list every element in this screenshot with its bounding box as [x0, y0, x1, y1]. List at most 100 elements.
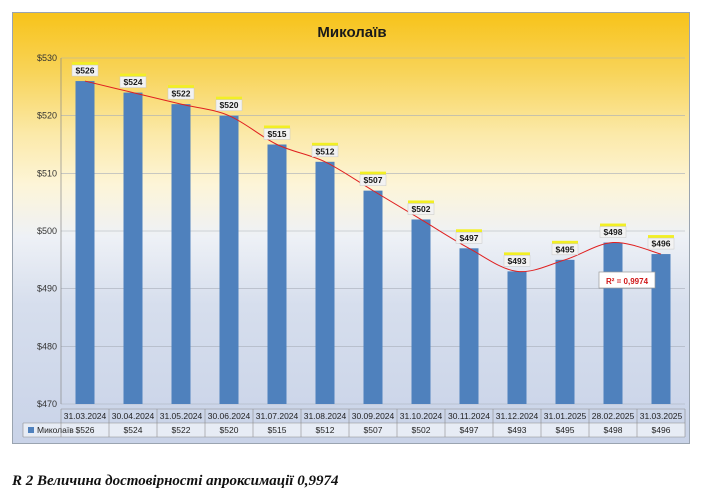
legend-swatch	[28, 427, 34, 433]
y-axis: $470 $480 $490 $500 $510 $520 $530	[37, 53, 62, 409]
table-category: 31.07.2024	[256, 411, 299, 421]
table-value: $498	[604, 425, 623, 435]
table-category: 30.04.2024	[112, 411, 155, 421]
data-label-accent	[264, 125, 290, 129]
table-category: 31.05.2024	[160, 411, 203, 421]
table-category: 31.01.2025	[544, 411, 587, 421]
data-label-box	[551, 243, 579, 256]
table-value: $512	[316, 425, 335, 435]
table-value: $524	[124, 425, 143, 435]
data-label-box	[119, 76, 147, 88]
data-label-accent	[360, 171, 386, 175]
table-category: 31.08.2024	[304, 411, 347, 421]
data-label-accent	[408, 200, 434, 204]
figure-caption: R 2 Величина достовірності апроксимації …	[12, 473, 339, 489]
legend-label: Миколаїв	[37, 425, 74, 435]
bar	[507, 271, 527, 404]
table-category: 31.03.2024	[64, 411, 107, 421]
data-label-accent	[456, 229, 482, 233]
bar	[219, 115, 239, 405]
data-label-accent	[72, 62, 98, 66]
bar	[75, 81, 95, 405]
data-label-box	[359, 174, 387, 186]
bar	[459, 248, 479, 404]
table-value: $496	[652, 425, 671, 435]
bar	[651, 254, 671, 404]
table-value: $493	[508, 425, 527, 435]
data-label-box	[215, 99, 243, 111]
data-label: $502	[412, 204, 431, 214]
y-tick-label: $510	[37, 168, 57, 178]
table-value: $495	[556, 425, 575, 435]
y-tick-label: $530	[37, 53, 57, 63]
y-tick-label: $500	[37, 226, 57, 236]
data-label: $526	[76, 66, 95, 76]
data-label-box	[311, 145, 339, 158]
bar	[315, 161, 335, 404]
y-tick-label: $520	[37, 111, 57, 121]
data-label: $496	[652, 239, 671, 249]
data-label-box	[455, 232, 483, 244]
bar	[603, 242, 623, 404]
data-label: $507	[364, 175, 383, 185]
data-labels: $526 $524 $522 $520 $515 $512 $507 $502 $497 $493…	[71, 62, 675, 267]
chart-title: Миколаїв	[317, 24, 386, 41]
data-label-box	[263, 128, 291, 140]
bars	[75, 81, 671, 405]
data-label: $493	[508, 256, 527, 266]
bar	[267, 144, 287, 404]
data-label-accent	[600, 223, 626, 227]
table-value: $526	[76, 425, 95, 435]
table-category: 28.02.2025	[592, 411, 635, 421]
r2-box-background	[598, 271, 656, 289]
data-label-box	[647, 237, 675, 250]
bar	[555, 259, 575, 404]
r2-annotation: R² = 0,9974	[598, 271, 656, 289]
table-value: $515	[268, 425, 287, 435]
table-value: $522	[172, 425, 191, 435]
data-label-accent	[120, 73, 146, 77]
data-label: $512	[316, 146, 335, 156]
table-category: 30.09.2024	[352, 411, 395, 421]
table-category: 30.06.2024	[208, 411, 251, 421]
table-row-background	[23, 423, 685, 437]
data-table: Миколаїв 31.03.2024 $526 30.04.2024 $524 31.0…	[22, 408, 686, 438]
table-category: 31.12.2024	[496, 411, 539, 421]
trendline-path	[84, 80, 662, 273]
data-label-box	[407, 203, 435, 215]
y-tick-label: $480	[37, 341, 57, 351]
table-value: $520	[220, 425, 239, 435]
data-label: $497	[460, 233, 479, 243]
table-category: 31.03.2025	[640, 411, 683, 421]
table-value: $507	[364, 425, 383, 435]
data-label-accent	[552, 240, 578, 244]
data-label-accent	[504, 252, 530, 256]
data-label: $520	[220, 100, 239, 110]
data-label-box	[71, 64, 99, 77]
table-value: $502	[412, 425, 431, 435]
bar	[411, 219, 431, 404]
data-label-accent	[312, 142, 338, 146]
chart-frame: Миколаїв $526 $524 $522 $520 $515 $512 $507 $50…	[12, 12, 690, 444]
data-label: $495	[556, 244, 575, 254]
table-category: 30.11.2024	[448, 411, 490, 421]
trendline	[84, 80, 662, 273]
data-label-accent	[648, 235, 674, 239]
data-label-box	[599, 226, 627, 238]
chart-svg: Миколаїв $526 $524 $522 $520 $515 $512 $507 $50…	[22, 24, 686, 438]
bar	[171, 104, 191, 404]
data-label: $522	[172, 89, 191, 99]
bar	[363, 190, 383, 404]
table-category: 31.10.2024	[400, 411, 443, 421]
y-tick-label: $470	[37, 399, 57, 409]
data-label-box	[503, 255, 531, 267]
data-label-accent	[168, 85, 194, 89]
r2-label: R² = 0,9974	[606, 277, 649, 286]
y-tick-label: $490	[37, 284, 57, 294]
data-label: $515	[268, 129, 287, 139]
data-label: $524	[124, 77, 143, 87]
bar	[123, 92, 143, 404]
table-value: $497	[460, 425, 479, 435]
data-label-box	[167, 87, 195, 100]
data-label: $498	[604, 227, 623, 237]
